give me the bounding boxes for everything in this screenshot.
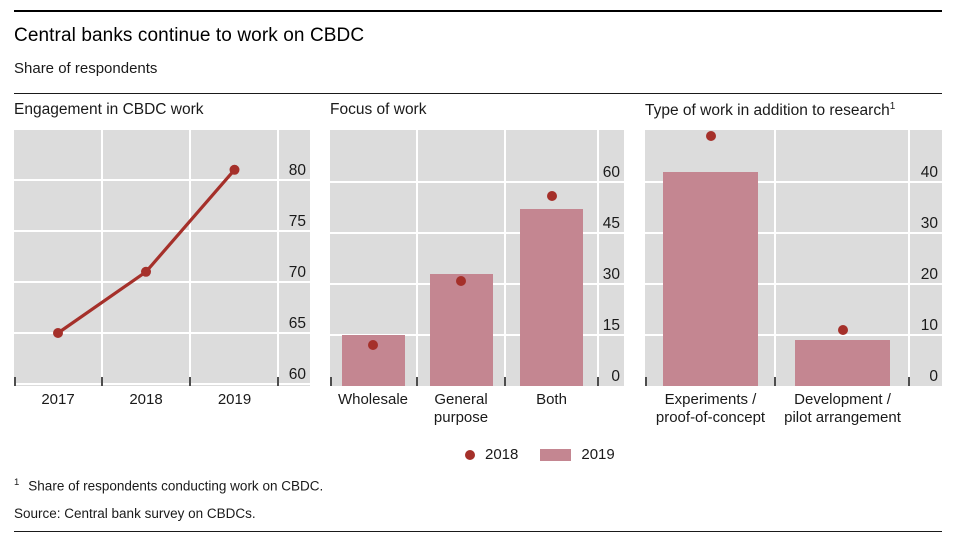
gridline-horizontal [330,232,624,234]
x-category-label: General purpose [433,391,489,426]
gridline-horizontal [645,232,942,234]
bar-2019-type-1 [795,340,890,386]
panel-title-type-of-work-text: Type of work in addition to research [645,102,890,120]
data-point-marker [229,164,240,175]
footnote: 1 Share of respondents conducting work on… [14,477,323,494]
dot-2018-type-0 [705,131,716,142]
x-axis-tick [330,377,332,386]
gridline-vertical [504,130,506,386]
chart-panel-engagement: 60 65 70 75 80 2017 2018 2019 [14,130,310,408]
x-axis-tick [645,377,647,386]
y-tick-label: 30 [602,266,620,283]
y-tick-label: 60 [602,164,620,181]
top-rule [14,10,942,13]
bottom-rule [14,531,942,533]
x-axis-tick [101,377,103,386]
dot-2018-focus-2 [546,190,557,201]
gridline-vertical [416,130,418,386]
gridline-horizontal [645,181,942,183]
footnote-reference: 1 [889,101,896,112]
engagement-line-series [53,164,240,338]
x-axis-tick [774,377,776,386]
x-axis-tick [277,377,279,386]
page-subtitle: Share of respondents [14,60,158,77]
y-tick-label: 10 [920,317,938,334]
gridline-horizontal [645,334,942,336]
chart-legend: 2018 2019 [465,446,615,463]
x-axis-tick [189,377,191,386]
panel-title-type-of-work: Type of work in addition to research1 [645,101,895,120]
y-tick-label: 20 [920,266,938,283]
x-axis-tick [597,377,599,386]
y-tick-label: 40 [920,164,938,181]
dot-2018-type-1 [837,324,848,335]
x-category-label: Both [536,391,567,408]
x-category-label: Development / pilot arrangement [784,391,901,426]
x-category-label: 2019 [217,391,252,408]
legend-label-2018: 2018 [485,446,519,463]
gridline-vertical [774,130,776,386]
data-point-marker [141,266,151,277]
gridline-vertical [189,130,191,386]
gridline-horizontal [14,332,310,334]
y-tick-label: 75 [288,213,306,230]
data-point-marker [53,328,63,338]
x-category-label: Wholesale [337,391,409,408]
legend-label-2019: 2019 [581,446,615,463]
y-tick-label: 60 [288,366,306,383]
dot-2018-focus-0 [368,340,378,351]
bar-2019-focus-2 [520,209,583,386]
footnote-marker: 1 [14,477,20,488]
panel-title-engagement: Engagement in CBDC work [14,101,204,118]
x-axis-tick [14,377,16,386]
x-category-label: Experiments / proof-of-concept [655,391,766,426]
y-tick-label: 65 [288,315,306,332]
gridline-vertical [597,130,599,386]
gridline-vertical [277,130,279,386]
x-category-label: 2018 [129,391,163,408]
dot-2018-focus-1 [456,275,466,286]
x-axis-tick [416,377,418,386]
chart-panel-type: 0 10 20 30 40 Experiments / proof-of-concept D… [645,130,942,426]
y-tick-label: 45 [602,215,620,232]
y-tick-label: 15 [602,317,620,334]
y-tick-label: 0 [929,368,938,385]
legend-dot-swatch [465,449,475,460]
gridline-horizontal [645,283,942,285]
legend-item-2018: 2018 [465,446,518,463]
gridline-horizontal [14,383,310,385]
bar-2019-focus-1 [429,273,493,386]
gridline-horizontal [14,230,310,232]
panel-title-focus: Focus of work [330,101,427,118]
x-category-label: 2017 [41,391,75,408]
y-tick-label: 80 [288,162,306,179]
header-rule [14,93,942,95]
y-tick-label: 70 [288,264,306,281]
y-tick-label: 30 [920,215,938,232]
bar-2019-type-0 [663,171,758,386]
x-axis-tick [504,377,506,386]
legend-bar-swatch [540,448,572,461]
page-title: Central banks continue to work on CBDC [14,25,365,46]
chart-panel-focus: 0 15 30 45 60 Wholesale General purpose Both [330,130,624,426]
gridline-vertical [101,130,103,386]
gridline-horizontal [14,281,310,283]
gridline-horizontal [330,181,624,183]
source-line: Source: Central bank survey on CBDCs. [14,506,256,521]
gridline-vertical [908,130,910,386]
y-tick-label: 0 [611,368,620,385]
x-axis-tick [908,377,910,386]
line-segment [57,168,236,335]
footnote-text: Share of respondents conducting work on … [28,478,324,494]
legend-item-2019: 2019 [540,446,615,463]
gridline-horizontal [14,179,310,181]
